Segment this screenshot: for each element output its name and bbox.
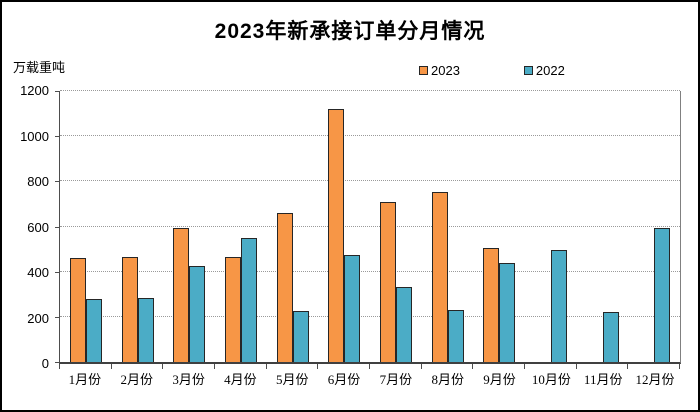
bar-2023-8月份	[431, 191, 448, 362]
x-axis-tick	[679, 364, 680, 369]
bar-2023-3月份	[173, 228, 190, 362]
x-axis-label-11月份: 11月份	[583, 372, 623, 387]
bar-2023-6月份	[328, 109, 345, 362]
y-axis-tick	[55, 362, 60, 363]
bar-group-4月份	[215, 91, 267, 362]
y-axis-label-600: 600	[27, 219, 49, 235]
bar-2023-9月份	[483, 247, 500, 362]
plot-area	[55, 90, 681, 369]
legend-item-2022: 2022	[523, 63, 565, 78]
bar-group-8月份	[422, 91, 474, 362]
bar-group-9月份	[473, 91, 525, 362]
x-axis-label-3月份: 3月份	[172, 372, 205, 387]
bar-2022-9月份	[499, 262, 516, 362]
bar-2022-7月份	[395, 287, 412, 362]
bar-2023-5月份	[276, 212, 293, 362]
x-axis-labels: 1月份 2月份 3月份 4月份 5月份 6月份 7月份 8月份 9月份 10月份 11月份 12月份	[59, 369, 681, 388]
gridline-1200	[60, 90, 680, 91]
y-axis-unit-label: 万载重吨	[13, 60, 66, 75]
bar-2022-3月份	[189, 265, 206, 362]
bar-group-5月份	[267, 91, 319, 362]
x-axis-label-10月份: 10月份	[531, 372, 571, 387]
bar-2023-7月份	[379, 201, 396, 362]
x-axis-label-6月份: 6月份	[327, 372, 361, 387]
x-axis-tick	[575, 364, 577, 369]
bar-group-6月份	[318, 91, 370, 362]
bar-2022-11月份	[602, 312, 619, 362]
x-axis-label-1月份: 1月份	[68, 372, 102, 387]
x-axis-label-2月份: 2月份	[120, 372, 153, 387]
x-axis-label-9月份: 9月份	[483, 372, 516, 387]
y-axis-label-1000: 1000	[20, 128, 49, 144]
bar-2022-6月份	[344, 254, 361, 362]
x-axis-tick	[59, 364, 60, 369]
y-axis-label-0: 0	[41, 356, 49, 371]
x-axis-label-12月份: 12月份	[635, 372, 675, 387]
x-axis-label-8月份: 8月份	[431, 372, 464, 387]
bar-2023-1月份	[69, 258, 86, 362]
bar-2022-12月份	[654, 228, 671, 362]
y-axis-label-800: 800	[27, 174, 49, 189]
y-axis-tick	[55, 316, 60, 318]
gridline-600	[60, 225, 680, 227]
bar-group-1月份	[60, 91, 112, 362]
y-axis-tick	[55, 226, 60, 228]
bar-groups	[60, 91, 680, 362]
bar-2022-4月份	[240, 238, 257, 362]
x-axis-tick	[317, 364, 319, 369]
y-axis-label-200: 200	[27, 310, 49, 326]
y-axis-tick	[55, 91, 60, 92]
bar-2022-2月份	[137, 298, 154, 362]
x-axis-tick	[524, 364, 525, 369]
legend-swatch-2022-icon	[523, 66, 533, 75]
bar-group-3月份	[163, 91, 215, 362]
gridline-800	[60, 180, 680, 182]
bar-2022-5月份	[292, 310, 309, 362]
x-axis-tick	[472, 364, 474, 369]
x-axis-tick	[265, 364, 267, 369]
legend-item-2023: 2023	[419, 63, 460, 78]
x-axis-label-4月份: 4月份	[224, 372, 257, 387]
y-axis-label-400: 400	[27, 265, 49, 280]
gridline-1000	[60, 135, 680, 137]
legend-swatch-2023-icon	[419, 66, 428, 75]
legend-label-2023: 2023	[431, 63, 460, 78]
x-axis-tick	[214, 364, 215, 369]
bar-group-7月份	[370, 91, 422, 362]
x-axis-tick	[369, 364, 370, 369]
bar-2022-8月份	[447, 310, 464, 362]
x-axis-tick	[110, 364, 112, 369]
gridline-400	[60, 270, 680, 272]
chart-title: 2023年新承接订单分月情况	[214, 20, 486, 43]
bar-2022-10月份	[550, 250, 567, 362]
bar-2023-2月份	[121, 257, 138, 362]
legend: 2023 2022	[419, 63, 565, 78]
bar-group-12月份	[628, 91, 680, 362]
y-axis-tick	[55, 271, 60, 273]
y-axis-tick	[55, 136, 60, 138]
y-axis-tick	[55, 181, 60, 183]
x-axis-label-5月份: 5月份	[275, 372, 309, 387]
x-axis-tick	[420, 364, 422, 369]
x-axis-tick	[627, 364, 629, 369]
bar-group-2月份	[112, 91, 164, 362]
bar-group-11月份	[577, 91, 629, 362]
y-axis-label-1200: 1200	[20, 83, 49, 98]
bar-2023-4月份	[224, 256, 241, 362]
legend-label-2022: 2022	[535, 63, 565, 78]
bar-group-10月份	[525, 91, 577, 362]
gridline-200	[60, 315, 680, 317]
x-axis-label-7月份: 7月份	[379, 372, 413, 387]
bar-2022-1月份	[85, 298, 102, 362]
x-axis-tick	[162, 364, 164, 369]
